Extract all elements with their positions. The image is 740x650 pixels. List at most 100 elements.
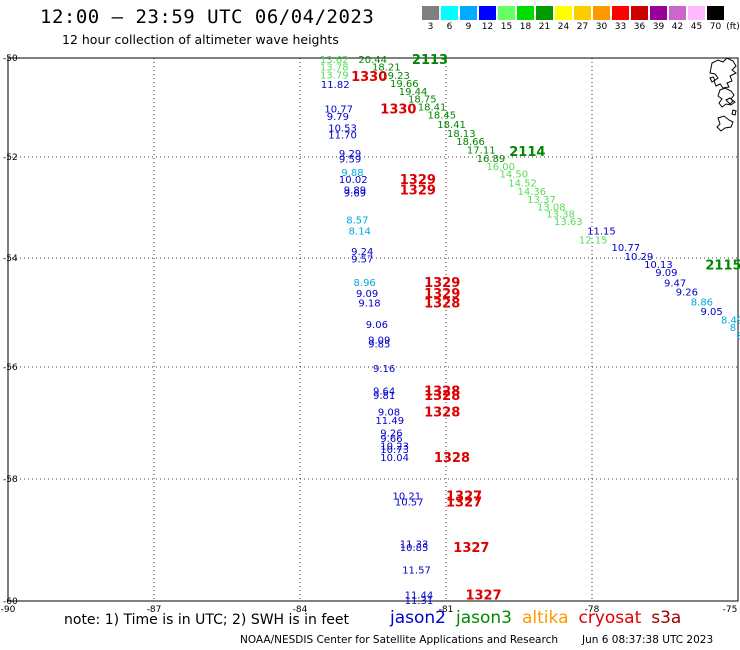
lon-tick-label: -78: [585, 605, 600, 615]
pass-number: 1328: [424, 297, 460, 312]
scale-swatch: [460, 6, 477, 20]
scale-swatch: [517, 6, 534, 20]
scale-swatch: [669, 6, 686, 20]
lon-tick-label: -75: [723, 605, 738, 615]
wave-height-value: 9.09: [655, 268, 677, 279]
wave-height-value: 9.47: [664, 278, 686, 289]
wave-height-value: 13.62: [320, 55, 349, 66]
pass-number: 1328: [424, 406, 460, 421]
wave-height-value: 10.13: [644, 260, 673, 271]
wave-height-value: 17.11: [467, 146, 496, 157]
wave-height-value: 9.09: [368, 336, 390, 347]
wave-height-value: 9.24: [351, 247, 373, 258]
scale-swatch: [631, 6, 648, 20]
scale-swatch: [612, 6, 629, 20]
wave-height-value: 18.41: [437, 120, 466, 131]
wave-height-value: 11.31: [405, 596, 434, 607]
wave-height-value: 11.44: [405, 591, 434, 602]
wave-height-value: 9.59: [339, 155, 361, 166]
coastline-outline: [709, 57, 737, 89]
lon-tick-label: -87: [147, 605, 162, 615]
map-title: 12:00 – 23:59 UTC 06/04/2023: [40, 6, 375, 28]
wave-height-observations: 20.4418.2119.2319.6619.4418.7518.4118.45…: [320, 55, 740, 607]
pass-number: 1329: [400, 183, 436, 198]
lat-tick-label: -60: [3, 597, 18, 607]
wave-height-value: 9.57: [351, 254, 373, 265]
pass-number: 1327: [453, 541, 489, 556]
scale-unit-label: (ft): [726, 22, 740, 32]
coastline: [709, 57, 737, 132]
pass-number: 1328: [424, 384, 460, 399]
wave-height-value: 10.29: [625, 252, 654, 263]
scale-swatch: [650, 6, 667, 20]
pass-number: 1327: [446, 495, 482, 510]
wave-height-value: 8.86: [691, 298, 713, 309]
satellite-legend: jason2 jason3 altika cryosat s3a: [390, 608, 691, 628]
wave-height-value: 9.06: [366, 320, 388, 331]
wave-height-value: 10.04: [380, 453, 409, 464]
scale-label: 21: [538, 22, 551, 32]
wave-height-value: 13.79: [320, 70, 349, 81]
wave-height-value: 9.81: [373, 391, 395, 402]
wave-height-value: 10.77: [611, 243, 640, 254]
scale-swatch: [707, 6, 724, 20]
scale-swatch: [688, 6, 705, 20]
scale-swatch: [441, 6, 458, 20]
wave-height-value: 9.18: [358, 299, 380, 310]
wave-height-value: 18.75: [408, 95, 437, 106]
wave-height-value: 12.15: [579, 235, 608, 246]
pass-number: 1330: [351, 70, 387, 85]
satellite-legend-cryosat: cryosat: [578, 608, 642, 628]
wave-height-value: 10.85: [400, 543, 429, 554]
scale-label: 30: [595, 22, 608, 32]
pass-number: 1329: [424, 276, 460, 291]
satellite-legend-altika: altika: [522, 608, 569, 628]
coastline-outline: [725, 97, 734, 105]
wave-height-value: 13.63: [554, 217, 583, 228]
pass-number: 1328: [424, 389, 460, 404]
pass-number: 2114: [509, 145, 545, 160]
scale-swatch: [479, 6, 496, 20]
wave-height-value: 13.38: [546, 210, 575, 221]
wave-height-value: 9.64: [373, 386, 395, 397]
satellite-legend-s3a: s3a: [651, 608, 682, 628]
satellite-legend-jason3: jason3: [456, 608, 512, 628]
wave-height-value: 13.37: [527, 195, 556, 206]
lon-tick-label: -84: [293, 605, 308, 615]
wave-height-value: 19.23: [381, 71, 410, 82]
units-note: note: 1) Time is in UTC; 2) SWH is in fe…: [64, 612, 350, 628]
wave-height-value: 9.66: [380, 434, 402, 445]
lon-tick-label: -81: [439, 605, 454, 615]
wave-height-value: 9.26: [380, 428, 402, 439]
wave-height-value: 14.36: [518, 187, 547, 198]
wave-height-value: 11.70: [328, 131, 357, 142]
wave-height-value: 8.96: [354, 278, 376, 289]
wave-height-value: 10.02: [339, 175, 368, 186]
pass-number: 1329: [424, 287, 460, 302]
scale-label: 9: [465, 22, 472, 32]
wave-height-value: 11.82: [321, 80, 350, 91]
wave-height-value: 8.57: [346, 216, 368, 227]
scale-label: 6: [446, 22, 453, 32]
scale-label: 3: [427, 22, 434, 32]
scale-label: 36: [633, 22, 646, 32]
pass-number: 1330: [380, 103, 416, 118]
scale-label: 39: [652, 22, 665, 32]
wave-height-value: 14.50: [500, 170, 529, 181]
pass-number: 2113: [412, 53, 448, 68]
wave-height-value: 18.13: [447, 129, 476, 140]
pass-number: 1327: [465, 589, 501, 604]
coastline-outline: [731, 109, 737, 116]
wave-height-value: 11.15: [587, 227, 616, 238]
pass-number-labels: 2113211421151330133013291329132913291328…: [351, 53, 740, 604]
wave-height-value: 18.41: [418, 103, 447, 114]
wave-height-value: 8.49: [721, 315, 740, 326]
scale-label: 70: [709, 22, 722, 32]
coastline-outline: [716, 115, 734, 132]
wave-height-value: 10.21: [392, 491, 421, 502]
wave-height-value: 9.05: [701, 307, 723, 318]
scale-label: 33: [614, 22, 627, 32]
scale-label: 45: [690, 22, 703, 32]
wave-height-value: 10.53: [328, 123, 357, 134]
wave-height-value: 9.69: [344, 188, 366, 199]
